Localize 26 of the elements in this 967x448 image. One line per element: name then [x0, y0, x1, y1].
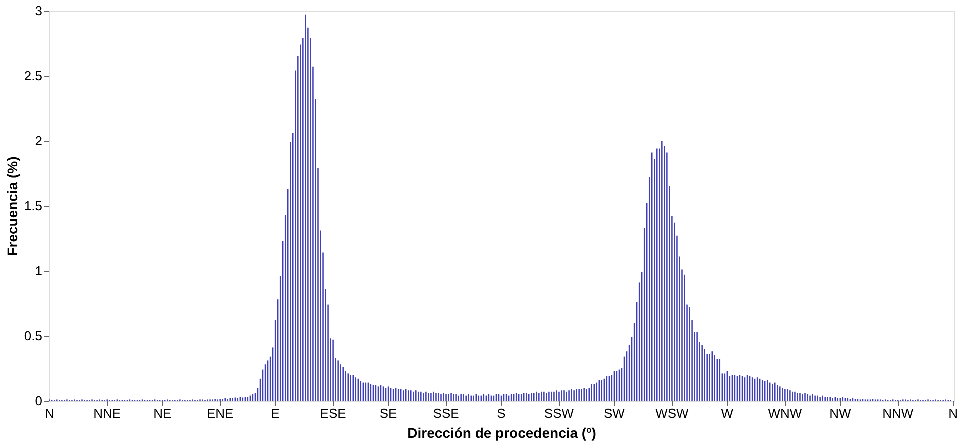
x-tick-label: NW — [830, 406, 852, 421]
x-tick-label: SW — [604, 406, 626, 421]
x-tick-label: NE — [154, 406, 172, 421]
x-tick-label: NNE — [94, 406, 122, 421]
y-tick-label: 0 — [35, 394, 42, 408]
x-tick-label: WNW — [768, 406, 803, 421]
x-tick-label: SSE — [433, 406, 460, 421]
y-tick-label: 3 — [35, 4, 42, 18]
x-tick-label: ENE — [206, 406, 234, 421]
x-tick-label: N — [44, 406, 54, 421]
x-axis-title: Dirección de procedencia (º) — [408, 425, 596, 441]
y-tick-label: 2.5 — [24, 68, 42, 84]
x-tick-label: ESE — [320, 406, 347, 421]
x-tick-label: E — [271, 406, 280, 421]
x-tick-label: W — [721, 406, 734, 421]
x-tick-label: WSW — [656, 406, 690, 421]
x-tick-label: S — [497, 406, 506, 421]
y-tick-label: 1.5 — [24, 198, 42, 214]
x-tick-label: NNW — [882, 406, 914, 421]
y-tick-label: 1 — [35, 264, 42, 278]
x-tick-label: SSW — [544, 406, 575, 421]
x-tick-label: N — [948, 406, 958, 421]
y-tick-label: 2 — [35, 134, 42, 148]
y-axis-title: Frecuencia (%) — [4, 156, 20, 256]
x-tick-label: SE — [380, 406, 398, 421]
y-tick-label: 0.5 — [24, 328, 42, 344]
